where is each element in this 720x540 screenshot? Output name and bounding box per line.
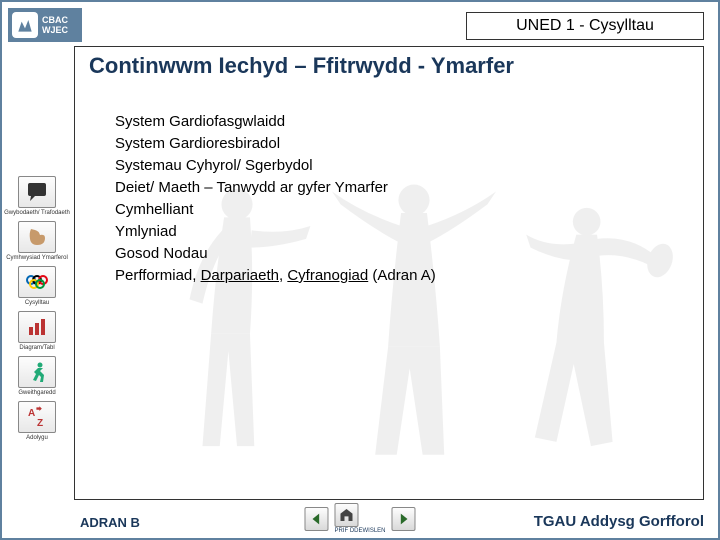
page-title: Continwwm Iechyd – Ffitrwydd - Ymarfer [89,53,689,79]
sidebar-item-label: Diagram/Tabl [4,345,70,352]
logo-text: CBAC WJEC [42,15,68,35]
muscle-icon [18,221,56,253]
arrow-left-icon [304,507,328,531]
footer-course-label: TGAU Addysg Gorfforol [534,513,704,530]
logo-line1: CBAC [42,15,68,25]
rings-icon [18,266,56,298]
sidebar-item-5[interactable]: AZ Adolygu [4,401,70,442]
list-item-performance: Perfformiad, Darpariaeth, Cyfranogiad (A… [115,265,683,287]
sidebar-item-1[interactable]: Cymhwysiad Ymarferol [4,221,70,262]
sidebar-item-label: Gwybodaeth/ Trafodaeth [4,210,70,217]
perf-prefix: Perfformiad, [115,267,201,284]
sidebar-item-0[interactable]: Gwybodaeth/ Trafodaeth [4,176,70,217]
list-item: System Gardioresbiradol [115,133,683,155]
list-item: Ymlyniad [115,221,683,243]
list-item: Cymhelliant [115,199,683,221]
list-item: Gosod Nodau [115,243,683,265]
content-list: System GardiofasgwlaiddSystem Gardioresb… [115,111,683,287]
sidebar-item-label: Cysylltau [4,300,70,307]
unit-label: UNED 1 - Cysylltau [516,17,654,35]
brand-logo: CBAC WJEC [8,8,82,42]
az-icon: AZ [18,401,56,433]
sidebar-item-label: Cymhwysiad Ymarferol [4,255,70,262]
nav-next[interactable] [392,507,416,531]
nav-menu[interactable]: PRIF DDEWISLEN [334,503,385,534]
chart-icon [18,311,56,343]
sidebar-item-2[interactable]: Cysylltau [4,266,70,307]
list-item: System Gardiofasgwlaidd [115,111,683,133]
perf-suffix: (Adran A) [368,267,436,284]
runner-icon [18,356,56,388]
svg-text:Z: Z [37,418,43,429]
speech-icon [18,176,56,208]
list-item: Systemau Cyhyrol/ Sgerbydol [115,155,683,177]
sidebar-item-label: Gweithgaredd [4,390,70,397]
logo-mark [12,12,38,38]
content-panel: Continwwm Iechyd – Ffitrwydd - Ymarfer [74,46,704,500]
link-cyfranogiad[interactable]: Cyfranogiad [287,267,368,284]
nav-menu-label: PRIF DDEWISLEN [334,528,385,534]
logo-line2: WJEC [42,25,68,35]
sidebar-item-label: Adolygu [4,435,70,442]
arrow-right-icon [392,507,416,531]
svg-text:A: A [28,408,35,419]
nav-prev[interactable] [304,507,328,531]
link-darpariaeth[interactable]: Darpariaeth [201,267,279,284]
sidebar-item-3[interactable]: Diagram/Tabl [4,311,70,352]
list-item: Deiet/ Maeth – Tanwydd ar gyfer Ymarfer [115,177,683,199]
slide: CBAC WJEC UNED 1 - Cysylltau Continwwm I… [0,0,720,540]
unit-label-box: UNED 1 - Cysylltau [466,12,704,40]
sidebar-item-4[interactable]: Gweithgaredd [4,356,70,397]
nav-controls: PRIF DDEWISLEN [304,503,415,534]
sidebar: Gwybodaeth/ Trafodaeth Cymhwysiad Ymarfer… [4,176,70,446]
menu-icon [334,503,358,527]
